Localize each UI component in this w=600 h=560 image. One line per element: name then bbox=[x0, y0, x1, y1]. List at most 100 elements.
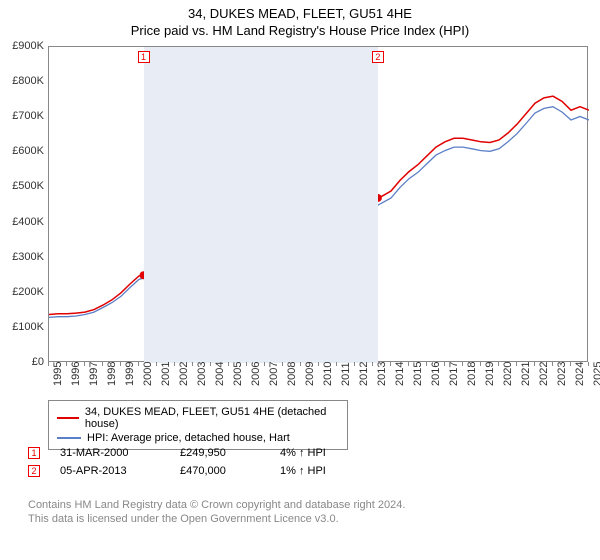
x-axis-label: 2023 bbox=[556, 362, 568, 386]
shaded-ownership-period bbox=[144, 47, 378, 363]
x-axis-label: 1998 bbox=[106, 362, 118, 386]
x-axis-label: 2025 bbox=[592, 362, 600, 386]
x-tick-mark bbox=[174, 362, 175, 366]
x-axis-label: 2008 bbox=[286, 362, 298, 386]
x-axis-label: 2002 bbox=[178, 362, 190, 386]
legend-swatch bbox=[57, 437, 81, 439]
x-axis-label: 2011 bbox=[340, 362, 352, 386]
x-tick-mark bbox=[210, 362, 211, 366]
x-tick-mark bbox=[102, 362, 103, 366]
x-tick-mark bbox=[300, 362, 301, 366]
sale-row-marker: 1 bbox=[28, 447, 40, 459]
x-tick-mark bbox=[120, 362, 121, 366]
x-axis-label: 2018 bbox=[466, 362, 478, 386]
x-axis-label: 2006 bbox=[250, 362, 262, 386]
legend-swatch bbox=[57, 417, 79, 419]
sale-marker-label: 2 bbox=[372, 51, 384, 63]
y-axis-label: £300K bbox=[0, 251, 44, 263]
x-axis-label: 2017 bbox=[448, 362, 460, 386]
footer-text: Contains HM Land Registry data © Crown c… bbox=[28, 498, 405, 527]
y-axis-label: £100K bbox=[0, 321, 44, 333]
sale-row-marker: 2 bbox=[28, 465, 40, 477]
x-tick-mark bbox=[246, 362, 247, 366]
x-axis-label: 2022 bbox=[538, 362, 550, 386]
x-axis-label: 2019 bbox=[484, 362, 496, 386]
x-tick-mark bbox=[444, 362, 445, 366]
x-tick-mark bbox=[84, 362, 85, 366]
x-axis-label: 2003 bbox=[196, 362, 208, 386]
x-axis-label: 2020 bbox=[502, 362, 514, 386]
x-axis-label: 2014 bbox=[394, 362, 406, 386]
x-tick-mark bbox=[588, 362, 589, 366]
legend-label: HPI: Average price, detached house, Hart bbox=[87, 432, 290, 444]
x-axis-label: 2000 bbox=[142, 362, 154, 386]
x-tick-mark bbox=[336, 362, 337, 366]
x-tick-mark bbox=[426, 362, 427, 366]
sales-table: 131-MAR-2000£249,9504% ↑ HPI205-APR-2013… bbox=[28, 444, 360, 480]
x-tick-mark bbox=[408, 362, 409, 366]
y-axis-label: £400K bbox=[0, 216, 44, 228]
x-tick-mark bbox=[462, 362, 463, 366]
x-axis-label: 1999 bbox=[124, 362, 136, 386]
sale-price: £470,000 bbox=[180, 465, 260, 477]
x-tick-mark bbox=[156, 362, 157, 366]
x-axis-label: 1997 bbox=[88, 362, 100, 386]
y-axis-label: £800K bbox=[0, 75, 44, 87]
page-subtitle: Price paid vs. HM Land Registry's House … bbox=[0, 23, 600, 38]
x-axis-label: 2005 bbox=[232, 362, 244, 386]
x-tick-mark bbox=[516, 362, 517, 366]
x-axis-label: 2013 bbox=[376, 362, 388, 386]
legend-label: 34, DUKES MEAD, FLEET, GU51 4HE (detache… bbox=[85, 406, 339, 430]
x-tick-mark bbox=[66, 362, 67, 366]
x-tick-mark bbox=[228, 362, 229, 366]
sale-pct: 1% ↑ HPI bbox=[280, 465, 360, 477]
x-tick-mark bbox=[534, 362, 535, 366]
x-axis-label: 2009 bbox=[304, 362, 316, 386]
x-tick-mark bbox=[480, 362, 481, 366]
x-axis-label: 2016 bbox=[430, 362, 442, 386]
x-axis-label: 2004 bbox=[214, 362, 226, 386]
y-axis-label: £700K bbox=[0, 110, 44, 122]
legend-box: 34, DUKES MEAD, FLEET, GU51 4HE (detache… bbox=[48, 400, 348, 450]
x-axis-label: 1996 bbox=[70, 362, 82, 386]
chart-area: 12 £0£100K£200K£300K£400K£500K£600K£700K… bbox=[48, 46, 588, 362]
x-axis-label: 2024 bbox=[574, 362, 586, 386]
x-tick-mark bbox=[354, 362, 355, 366]
y-axis-label: £900K bbox=[0, 40, 44, 52]
legend-item: HPI: Average price, detached house, Hart bbox=[57, 431, 339, 445]
x-tick-mark bbox=[264, 362, 265, 366]
footer-line-2: This data is licensed under the Open Gov… bbox=[28, 512, 405, 526]
y-axis-label: £600K bbox=[0, 145, 44, 157]
legend-item: 34, DUKES MEAD, FLEET, GU51 4HE (detache… bbox=[57, 405, 339, 431]
x-axis-label: 2007 bbox=[268, 362, 280, 386]
sale-date: 05-APR-2013 bbox=[60, 465, 160, 477]
y-axis-label: £500K bbox=[0, 180, 44, 192]
sale-price: £249,950 bbox=[180, 447, 260, 459]
x-tick-mark bbox=[372, 362, 373, 366]
x-tick-mark bbox=[390, 362, 391, 366]
x-tick-mark bbox=[318, 362, 319, 366]
x-tick-mark bbox=[282, 362, 283, 366]
x-tick-mark bbox=[570, 362, 571, 366]
x-tick-mark bbox=[192, 362, 193, 366]
x-tick-mark bbox=[138, 362, 139, 366]
y-axis-label: £0 bbox=[0, 356, 44, 368]
x-tick-mark bbox=[552, 362, 553, 366]
x-axis-label: 2021 bbox=[520, 362, 532, 386]
plot-box: 12 bbox=[48, 46, 588, 362]
footer-line-1: Contains HM Land Registry data © Crown c… bbox=[28, 498, 405, 512]
x-axis-label: 2015 bbox=[412, 362, 424, 386]
sale-row: 2 05-APR-2013 £470,000 1% ↑ HPI bbox=[28, 462, 360, 480]
x-tick-mark bbox=[48, 362, 49, 366]
y-axis-label: £200K bbox=[0, 286, 44, 298]
x-axis-label: 2010 bbox=[322, 362, 334, 386]
sale-row: 131-MAR-2000£249,9504% ↑ HPI bbox=[28, 444, 360, 462]
x-axis-label: 2001 bbox=[160, 362, 172, 386]
sale-marker-label: 1 bbox=[138, 51, 150, 63]
chart-container: 34, DUKES MEAD, FLEET, GU51 4HE Price pa… bbox=[0, 0, 600, 560]
sale-pct: 4% ↑ HPI bbox=[280, 447, 360, 459]
x-tick-mark bbox=[498, 362, 499, 366]
page-title: 34, DUKES MEAD, FLEET, GU51 4HE bbox=[0, 6, 600, 21]
x-axis-label: 2012 bbox=[358, 362, 370, 386]
x-axis-label: 1995 bbox=[52, 362, 64, 386]
